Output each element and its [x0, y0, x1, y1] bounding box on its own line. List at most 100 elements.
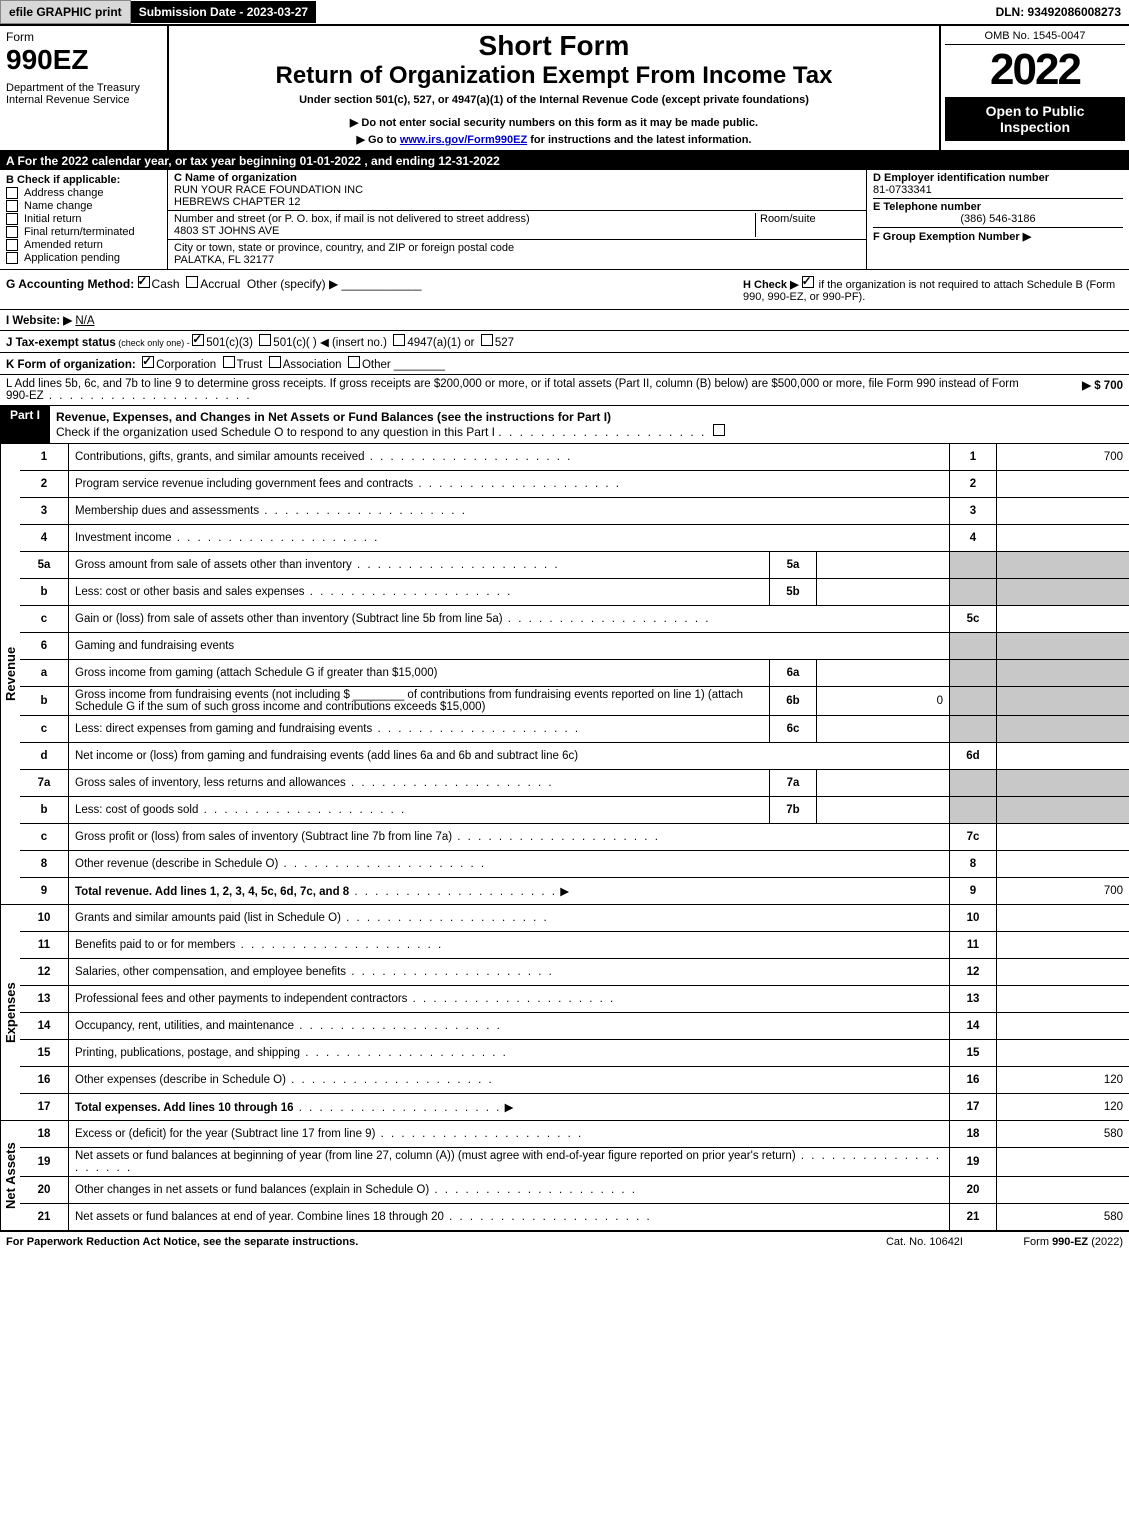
- title-return: Return of Organization Exempt From Incom…: [173, 62, 935, 90]
- num-14: 14: [20, 1013, 69, 1040]
- part1-header-row: Part I Revenue, Expenses, and Changes in…: [0, 406, 1129, 444]
- shade-7b-v: [997, 797, 1129, 824]
- checkbox-trust[interactable]: [223, 356, 235, 368]
- d-label: D Employer identification number: [873, 172, 1123, 184]
- checkbox-cash[interactable]: [138, 276, 150, 288]
- desc-19: Net assets or fund balances at beginning…: [75, 1150, 796, 1162]
- opt-corp: Corporation: [156, 359, 216, 371]
- form-number: 990EZ: [6, 44, 161, 76]
- l-amount: ▶ $ 700: [1043, 378, 1123, 402]
- k-label: K Form of organization:: [6, 359, 136, 371]
- netassets-table: 18Excess or (deficit) for the year (Subt…: [20, 1121, 1129, 1230]
- org-name-1: RUN YOUR RACE FOUNDATION INC: [174, 184, 860, 196]
- val-14: [997, 1013, 1129, 1040]
- checkbox-h[interactable]: [802, 276, 814, 288]
- check-address-change[interactable]: Address change: [6, 187, 161, 199]
- checkbox-527[interactable]: [481, 334, 493, 346]
- efile-print-button[interactable]: efile GRAPHIC print: [0, 0, 131, 24]
- c-label: C Name of organization: [174, 172, 860, 184]
- shade-5a-v: [997, 552, 1129, 579]
- checkbox-501c[interactable]: [259, 334, 271, 346]
- box-9: 9: [950, 878, 997, 905]
- desc-14: Occupancy, rent, utilities, and maintena…: [75, 1020, 294, 1032]
- col-c: C Name of organization RUN YOUR RACE FOU…: [168, 170, 867, 269]
- line-6: 6 Gaming and fundraising events: [20, 633, 1129, 660]
- val-11: [997, 932, 1129, 959]
- desc-21: Net assets or fund balances at end of ye…: [75, 1211, 444, 1223]
- footer-left: For Paperwork Reduction Act Notice, see …: [6, 1236, 886, 1248]
- i-row: I Website: ▶ N/A: [0, 310, 1129, 331]
- footer: For Paperwork Reduction Act Notice, see …: [0, 1232, 1129, 1252]
- desc-5c: Gain or (loss) from sale of assets other…: [75, 613, 503, 625]
- checkbox-assoc[interactable]: [269, 356, 281, 368]
- num-6: 6: [20, 633, 69, 660]
- desc-5a: Gross amount from sale of assets other t…: [75, 559, 352, 571]
- num-10: 10: [20, 905, 69, 932]
- opt-amended: Amended return: [24, 239, 103, 251]
- line-7c: c Gross profit or (loss) from sales of i…: [20, 824, 1129, 851]
- checkbox-schedule-o[interactable]: [713, 424, 725, 436]
- checkbox-accrual[interactable]: [186, 276, 198, 288]
- netassets-label: Net Assets: [0, 1121, 20, 1230]
- box-18: 18: [950, 1121, 997, 1148]
- checkbox-icon: [6, 187, 18, 199]
- line-5b: b Less: cost or other basis and sales ex…: [20, 579, 1129, 606]
- desc-6b-pre: Gross income from fundraising events (no…: [75, 689, 350, 701]
- line-21: 21 Net assets or fund balances at end of …: [20, 1204, 1129, 1231]
- val-12: [997, 959, 1129, 986]
- revenue-label: Revenue: [0, 444, 20, 904]
- j-row: J Tax-exempt status (check only one) - 5…: [0, 331, 1129, 353]
- opt-trust: Trust: [237, 359, 263, 371]
- desc-6d: Net income or (loss) from gaming and fun…: [69, 743, 950, 770]
- opt-address: Address change: [24, 187, 104, 199]
- check-name-change[interactable]: Name change: [6, 200, 161, 212]
- line-3: 3 Membership dues and assessments 3: [20, 498, 1129, 525]
- num-6b: b: [20, 687, 69, 716]
- h-text: if the organization is not required to a…: [743, 279, 1115, 303]
- box-12: 12: [950, 959, 997, 986]
- num-6c: c: [20, 716, 69, 743]
- desc-15: Printing, publications, postage, and shi…: [75, 1047, 300, 1059]
- dept-label: Department of the Treasury Internal Reve…: [6, 82, 161, 106]
- num-13: 13: [20, 986, 69, 1013]
- desc-3: Membership dues and assessments: [75, 505, 259, 517]
- num-8: 8: [20, 851, 69, 878]
- box-1: 1: [950, 444, 997, 471]
- expenses-label: Expenses: [0, 905, 20, 1120]
- note2-post: for instructions and the latest informat…: [527, 134, 751, 146]
- desc-1: Contributions, gifts, grants, and simila…: [75, 451, 365, 463]
- check-pending[interactable]: Application pending: [6, 252, 161, 264]
- num-21: 21: [20, 1204, 69, 1231]
- note2-pre: ▶ Go to: [357, 134, 400, 146]
- j-label: J Tax-exempt status: [6, 337, 116, 349]
- desc-6c: Less: direct expenses from gaming and fu…: [75, 723, 372, 735]
- checkbox-corp[interactable]: [142, 356, 154, 368]
- footer-form: 990-EZ: [1052, 1236, 1088, 1248]
- form-header: Form 990EZ Department of the Treasury In…: [0, 26, 1129, 152]
- revenue-section: Revenue 1 Contributions, gifts, grants, …: [0, 444, 1129, 905]
- line-19: 19Net assets or fund balances at beginni…: [20, 1148, 1129, 1177]
- title-short-form: Short Form: [173, 30, 935, 62]
- desc-20: Other changes in net assets or fund bala…: [75, 1184, 429, 1196]
- checkbox-other-org[interactable]: [348, 356, 360, 368]
- num-5c: c: [20, 606, 69, 633]
- line-11: 11Benefits paid to or for members11: [20, 932, 1129, 959]
- opt-cash: Cash: [152, 277, 180, 291]
- website-value: N/A: [75, 315, 94, 327]
- irs-link[interactable]: www.irs.gov/Form990EZ: [400, 134, 527, 146]
- h-label: H Check ▶: [743, 279, 799, 291]
- val-10: [997, 905, 1129, 932]
- line-7a: 7a Gross sales of inventory, less return…: [20, 770, 1129, 797]
- opt-assoc: Association: [283, 359, 342, 371]
- checkbox-501c3[interactable]: [192, 334, 204, 346]
- phone-value: (386) 546-3186: [873, 213, 1123, 228]
- check-amended[interactable]: Amended return: [6, 239, 161, 251]
- check-final-return[interactable]: Final return/terminated: [6, 226, 161, 238]
- check-initial-return[interactable]: Initial return: [6, 213, 161, 225]
- val-7c: [997, 824, 1129, 851]
- num-5a: 5a: [20, 552, 69, 579]
- opt-final: Final return/terminated: [24, 226, 135, 238]
- open-to-public: Open to Public Inspection: [945, 97, 1125, 141]
- num-7c: c: [20, 824, 69, 851]
- checkbox-4947[interactable]: [393, 334, 405, 346]
